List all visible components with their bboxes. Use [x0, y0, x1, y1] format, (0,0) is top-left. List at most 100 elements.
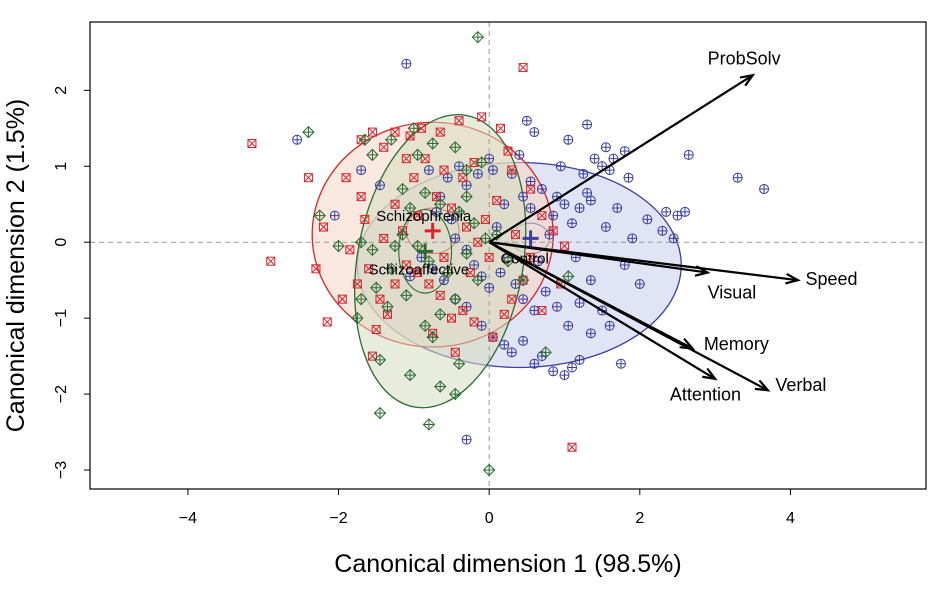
vector-label-verbal: Verbal: [775, 375, 826, 395]
schizoaffective-point: [516, 273, 530, 287]
control-point: [518, 335, 529, 346]
control-point: [548, 366, 559, 377]
control-point: [668, 233, 679, 244]
vector-attention: [488, 241, 718, 381]
schizophrenia-point: [424, 279, 434, 289]
schizophrenia-point: [409, 173, 419, 183]
group-label-control: Control: [500, 251, 548, 268]
schizoaffective-point: [354, 292, 368, 306]
y-tick-label: 2: [53, 86, 70, 95]
vector-label-memory: Memory: [704, 334, 769, 354]
schizophrenia-point: [567, 442, 577, 452]
schizophrenia-point: [318, 222, 328, 232]
schizoaffective-point: [452, 357, 466, 370]
vector-label-attention: Attention: [670, 384, 741, 404]
group-label-schizophrenia: Schizophrenia: [376, 208, 472, 225]
control-point: [506, 347, 517, 358]
control-point: [559, 199, 570, 210]
control-point: [529, 358, 540, 369]
control-point: [642, 214, 653, 225]
control-point: [518, 294, 529, 305]
control-point: [536, 184, 547, 195]
schizoaffective-point: [400, 289, 413, 302]
control-point: [487, 165, 498, 176]
schizoaffective-point: [475, 156, 488, 169]
control-point: [438, 275, 449, 286]
schizoaffective-point: [302, 125, 315, 139]
schizoaffective-point: [426, 137, 439, 150]
schizophrenia-point: [537, 306, 547, 316]
schizoaffective-point: [411, 148, 424, 162]
x-tick-label: 4: [786, 510, 795, 527]
schizoaffective-point: [385, 262, 398, 275]
schizoaffective-point: [562, 270, 575, 283]
control-point: [612, 203, 623, 214]
schizoaffective-centroid: [417, 243, 434, 260]
schizophrenia-point: [503, 146, 513, 156]
schizoaffective-point: [418, 186, 432, 200]
y-tick-label: 0: [53, 238, 70, 247]
schizophrenia-point: [435, 290, 445, 300]
control-point: [574, 354, 585, 365]
control-point: [582, 119, 593, 130]
schizophrenia-point: [484, 252, 494, 262]
control-point: [551, 301, 562, 312]
schizophrenia-point: [413, 268, 423, 278]
control-point: [555, 161, 566, 172]
plot-frame: [89, 21, 927, 490]
schizoaffective-point: [452, 205, 466, 219]
schizoaffective-point: [441, 266, 454, 279]
control-point: [401, 58, 412, 69]
schizophrenia-point: [492, 195, 502, 205]
schizoaffective-point: [332, 239, 345, 253]
schizophrenia-point: [303, 173, 313, 183]
control-point: [600, 142, 611, 153]
y-tick-label: −3: [53, 461, 70, 479]
control-point: [529, 305, 540, 316]
schizoaffective-point: [434, 198, 447, 211]
schizophrenia-point: [469, 317, 479, 327]
schizoaffective-point: [388, 239, 402, 253]
control-point: [450, 233, 461, 244]
control-centroid: [522, 230, 539, 247]
schizoaffective-point: [407, 122, 421, 135]
schizoaffective-point: [313, 209, 326, 222]
schizophrenia-point: [559, 241, 569, 251]
schizoaffective-point: [422, 418, 436, 431]
group-centroids: [417, 222, 539, 260]
x-tick-label: 0: [485, 510, 494, 527]
y-tick-label: −2: [53, 385, 70, 403]
schizophrenia-point: [266, 256, 276, 266]
control-point: [484, 282, 495, 293]
x-tick-label: −2: [329, 510, 347, 527]
group-label-schizoaffective: Schizoaffective: [369, 261, 470, 278]
schizophrenia-point: [488, 332, 498, 342]
schizophrenia-point: [341, 173, 351, 183]
control-point: [521, 115, 532, 126]
control-point: [495, 267, 506, 278]
schizophrenia-point: [511, 230, 521, 240]
schizophrenia-point: [526, 184, 536, 194]
control-point: [683, 149, 694, 160]
control-point: [578, 168, 589, 179]
vector-label-visual: Visual: [708, 283, 757, 303]
control-point: [536, 351, 547, 362]
control-point: [484, 153, 495, 164]
schizoaffective-point: [358, 133, 372, 146]
vector-label-probsolv: ProbSolv: [708, 49, 781, 69]
control-point: [559, 370, 570, 381]
schizoaffective-point: [369, 281, 383, 294]
schizoaffective-point: [373, 406, 387, 420]
schizophrenia-point: [360, 214, 370, 224]
schizoaffective-point: [479, 232, 492, 245]
control-point: [525, 176, 536, 187]
control-point: [431, 206, 442, 217]
control-point: [759, 184, 770, 195]
control-point: [454, 161, 465, 172]
schizophrenia-point: [401, 260, 411, 270]
schizoaffective-point: [449, 292, 462, 306]
control-point: [525, 203, 536, 214]
control-point: [540, 286, 551, 297]
schizophrenia-point: [477, 112, 487, 122]
schizoaffective-point: [422, 254, 436, 268]
